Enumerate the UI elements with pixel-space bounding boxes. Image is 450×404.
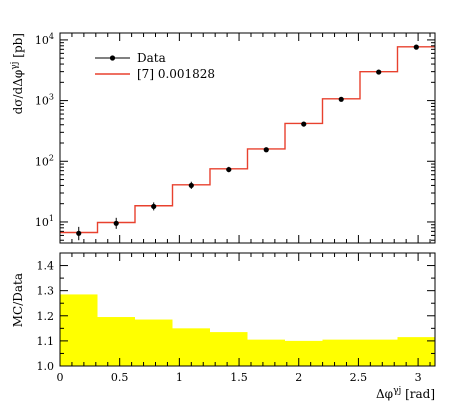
main-y-axis-label: dσ/dΔφγj [pb] — [10, 33, 25, 114]
y-tick-exponent: 3 — [49, 93, 54, 102]
ratio-band-bin — [285, 340, 323, 366]
x-axis-label: Δφγj [rad] — [376, 386, 435, 401]
data-point — [188, 182, 194, 189]
data-point — [76, 230, 82, 236]
legend-data-label: Data — [137, 51, 166, 65]
ratio-band-bin — [172, 328, 210, 366]
ratio-band-bin — [60, 294, 98, 366]
ratio-y-tick-label: 1.1 — [37, 335, 55, 348]
ratio-band-bin — [360, 339, 398, 366]
ratio-y-tick-label: 1.3 — [37, 285, 55, 298]
xlabel-superscript: γj — [393, 386, 401, 396]
y-tick-base: 10 — [35, 216, 49, 229]
ratio-band-bin — [322, 339, 361, 366]
ylabel-part: [pb] — [11, 33, 25, 62]
y-tick-base: 10 — [35, 155, 49, 168]
ylabel-superscript: γj — [10, 62, 20, 70]
x-tick-label: 0 — [57, 371, 64, 384]
main-frame — [59, 32, 436, 244]
y-tick-label: 103 — [35, 93, 54, 108]
x-tick-label: 2 — [295, 371, 302, 384]
ratio-band-bin — [97, 317, 135, 366]
legend-prediction-label: [7] 0.001828 — [137, 67, 215, 81]
y-tick-label: 102 — [35, 153, 54, 168]
ratio-band-bin — [134, 319, 173, 366]
ratio-band-bin — [247, 339, 286, 366]
ratio-y-tick-label: 1.2 — [37, 310, 55, 323]
xlabel-part: Δφ — [376, 387, 393, 401]
y-tick-label: 101 — [35, 214, 54, 229]
data-point — [151, 203, 157, 210]
prediction-histogram — [60, 46, 435, 234]
y-tick-exponent: 2 — [49, 153, 54, 162]
xlabel-part: [rad] — [401, 387, 435, 401]
data-point — [376, 69, 382, 75]
x-tick-label: 2.5 — [350, 371, 368, 384]
ratio-frame — [59, 252, 436, 367]
ratio-y-axis-label: MC/Data — [11, 273, 25, 327]
y-tick-label: 104 — [35, 32, 54, 47]
y-tick-exponent: 4 — [49, 32, 54, 41]
data-point — [413, 44, 419, 50]
x-tick-label: 3 — [415, 371, 422, 384]
ratio-band-bin — [397, 337, 435, 366]
ratio-y-tick-label: 1.0 — [37, 360, 55, 373]
y-tick-base: 10 — [35, 95, 49, 108]
ratio-panel: 1.0 1.1 1.2 1.3 1.4 0 0.5 1 1.5 2 2.5 3 MC/Data Δφγj … — [11, 252, 436, 401]
ratio-y-tick-label: 1.4 — [37, 260, 55, 273]
x-tick-label: 1.5 — [230, 371, 248, 384]
data-point — [301, 121, 307, 127]
legend-data-marker — [109, 55, 116, 61]
x-tick-label: 0.5 — [111, 371, 129, 384]
y-tick-exponent: 1 — [49, 214, 54, 223]
x-tick-label: 1 — [176, 371, 183, 384]
data-point — [113, 220, 119, 226]
data-point — [338, 96, 344, 102]
ylabel-part: dσ/dΔφ — [11, 70, 25, 115]
y-tick-base: 10 — [35, 34, 49, 47]
data-point — [263, 147, 269, 153]
ratio-band-bin — [209, 332, 248, 366]
legend: Data [7] 0.001828 — [95, 51, 215, 81]
data-point — [226, 166, 232, 173]
